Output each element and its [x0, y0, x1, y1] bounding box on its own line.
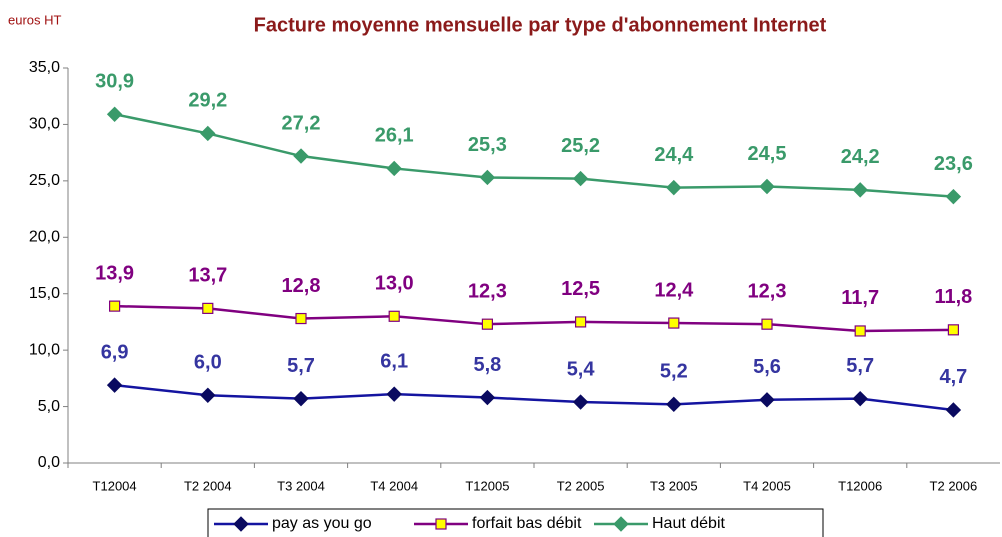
x-tick-label: T12004 — [93, 478, 137, 493]
data-label: 25,3 — [468, 134, 507, 156]
point — [106, 377, 123, 393]
y-axis-label: euros HT — [8, 12, 62, 27]
point — [852, 182, 868, 198]
x-tick-label: T2 2006 — [930, 478, 978, 493]
point — [202, 302, 214, 314]
point — [479, 389, 496, 406]
point — [108, 300, 121, 312]
x-tick-label: T4 2005 — [743, 478, 791, 493]
point — [574, 316, 587, 328]
series-line — [114, 304, 954, 333]
x-tick-label: T12005 — [465, 478, 509, 493]
point — [947, 324, 960, 336]
data-label: 12,5 — [561, 278, 600, 300]
point — [761, 318, 773, 330]
legend-label: Haut débit — [652, 515, 725, 532]
legend-label: forfait bas débit — [472, 515, 582, 532]
x-tick-label: T2 2005 — [557, 478, 605, 493]
point — [666, 179, 682, 196]
data-label: 27,2 — [282, 112, 321, 134]
legend-marker — [613, 516, 629, 532]
data-label: 24,2 — [841, 146, 880, 168]
y-tick-label: 30,0 — [29, 116, 60, 133]
data-label: 23,6 — [934, 153, 973, 175]
data-label: 12,4 — [654, 279, 694, 301]
legend-label: pay as you go — [272, 515, 372, 532]
data-label: 12,8 — [282, 275, 321, 297]
y-tick-label: 10,0 — [29, 341, 60, 358]
point — [666, 396, 682, 413]
data-label: 13,9 — [95, 262, 134, 284]
data-label: 5,8 — [473, 354, 501, 376]
point — [668, 317, 680, 329]
data-label: 30,9 — [95, 71, 134, 93]
data-label: 5,7 — [287, 355, 315, 377]
point — [479, 169, 496, 186]
data-label: 4,7 — [939, 366, 967, 388]
y-tick-label: 20,0 — [29, 229, 60, 246]
point — [293, 390, 309, 407]
point — [945, 188, 962, 205]
x-tick-label: T12006 — [838, 478, 882, 493]
data-label: 12,3 — [468, 280, 507, 302]
y-tick-label: 0,0 — [38, 454, 60, 471]
data-label: 11,7 — [841, 287, 879, 309]
point — [945, 402, 962, 418]
point — [572, 394, 589, 410]
data-label: 26,1 — [375, 125, 414, 147]
data-label: 6,1 — [380, 350, 408, 372]
point — [293, 148, 309, 164]
data-label: 6,0 — [194, 352, 222, 374]
y-tick-label: 25,0 — [29, 172, 60, 189]
y-tick-label: 5,0 — [38, 398, 60, 415]
data-label: 11,8 — [934, 286, 972, 308]
point — [852, 390, 868, 407]
series-line — [114, 113, 954, 198]
data-label: 12,3 — [748, 280, 787, 302]
data-label: 5,2 — [660, 361, 688, 383]
point — [481, 318, 493, 330]
data-label: 29,2 — [188, 90, 227, 112]
chart-title: Facture moyenne mensuelle par type d'abo… — [254, 14, 827, 36]
x-tick-label: T4 2004 — [370, 478, 418, 493]
data-label: 24,4 — [654, 144, 694, 166]
data-label: 25,2 — [561, 135, 600, 157]
point — [572, 170, 589, 187]
legend-marker — [233, 516, 249, 532]
data-label: 5,4 — [567, 358, 596, 380]
x-tick-label: T3 2005 — [650, 478, 698, 493]
legend-marker — [435, 518, 447, 530]
point — [200, 125, 216, 142]
data-label: 24,5 — [748, 143, 787, 165]
point — [759, 392, 775, 408]
y-tick-label: 15,0 — [29, 285, 60, 302]
x-tick-label: T2 2004 — [184, 478, 232, 493]
point — [386, 160, 402, 177]
point — [386, 386, 402, 402]
data-label: 6,9 — [101, 341, 129, 363]
point — [295, 312, 307, 325]
point — [200, 387, 216, 403]
data-label: 5,6 — [753, 356, 781, 378]
point — [106, 106, 123, 122]
point — [759, 178, 775, 195]
x-tick-label: T3 2004 — [277, 478, 325, 493]
data-label: 5,7 — [846, 355, 874, 377]
legend-box — [207, 508, 824, 537]
data-label: 13,7 — [188, 265, 227, 287]
series-line — [114, 383, 954, 412]
point — [388, 310, 400, 322]
data-label: 13,0 — [375, 273, 414, 295]
y-tick-label: 35,0 — [29, 59, 60, 76]
point — [854, 325, 866, 337]
